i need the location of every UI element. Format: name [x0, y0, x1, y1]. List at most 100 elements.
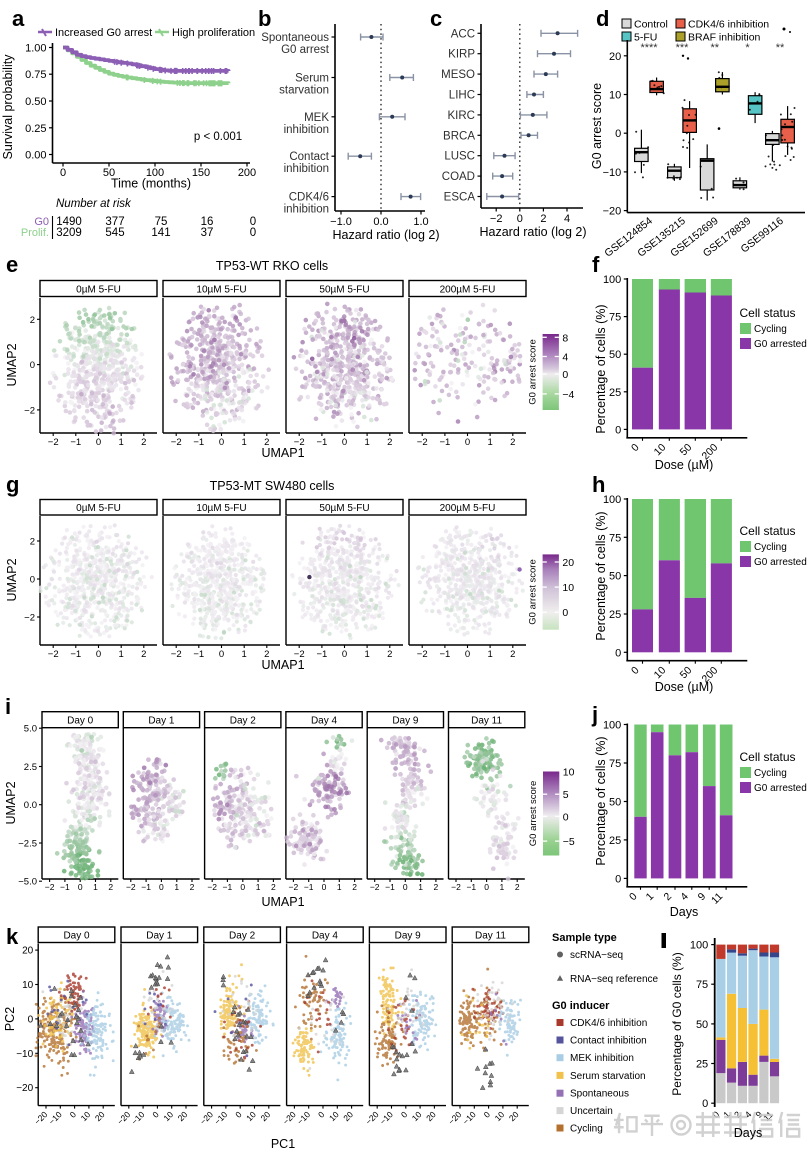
- svg-text:−2: −2: [370, 882, 380, 892]
- svg-text:20: 20: [22, 946, 34, 957]
- svg-text:5.0: 5.0: [24, 724, 37, 735]
- svg-text:0: 0: [615, 647, 621, 659]
- svg-text:G0: G0: [34, 216, 49, 228]
- svg-text:Serum: Serum: [295, 73, 329, 85]
- svg-text:**: **: [776, 42, 785, 54]
- svg-text:0.0: 0.0: [373, 216, 388, 228]
- svg-text:Day 1: Day 1: [146, 930, 173, 941]
- svg-text:50µM 5-FU: 50µM 5-FU: [319, 503, 369, 514]
- svg-text:−20: −20: [16, 1083, 33, 1094]
- svg-text:−2.5: −2.5: [18, 839, 37, 850]
- svg-text:CDK4/6 inhibition: CDK4/6 inhibition: [570, 1018, 647, 1029]
- svg-text:RNA−seq reference: RNA−seq reference: [570, 974, 659, 985]
- svg-text:KIRP: KIRP: [448, 49, 475, 61]
- svg-text:0: 0: [562, 369, 568, 381]
- svg-text:−1: −1: [316, 649, 327, 660]
- svg-text:1: 1: [418, 882, 423, 892]
- svg-text:4: 4: [562, 352, 568, 364]
- svg-text:Survival probability: Survival probability: [1, 54, 15, 160]
- svg-text:0: 0: [240, 882, 245, 892]
- svg-text:Day 0: Day 0: [63, 930, 90, 941]
- svg-text:0: 0: [30, 360, 35, 371]
- svg-text:0: 0: [711, 1109, 722, 1120]
- svg-text:g: g: [6, 472, 19, 497]
- svg-text:0.0: 0.0: [24, 800, 37, 811]
- svg-text:1: 1: [242, 649, 247, 660]
- svg-text:Day 9: Day 9: [392, 716, 419, 727]
- svg-text:0: 0: [30, 575, 35, 586]
- svg-text:***: ***: [676, 42, 690, 54]
- svg-text:75: 75: [609, 758, 621, 770]
- svg-text:UMAP2: UMAP2: [5, 343, 19, 386]
- svg-text:25: 25: [609, 387, 621, 399]
- svg-text:Sample type: Sample type: [552, 932, 617, 944]
- svg-text:0: 0: [465, 437, 470, 448]
- svg-text:2: 2: [515, 882, 520, 892]
- svg-text:37: 37: [201, 227, 214, 239]
- svg-text:−2: −2: [171, 437, 182, 448]
- svg-text:0: 0: [96, 649, 101, 660]
- svg-text:ACC: ACC: [451, 28, 475, 40]
- svg-text:Percentage of G0 cells (%): Percentage of G0 cells (%): [670, 952, 684, 1095]
- svg-text:4: 4: [564, 213, 570, 225]
- svg-text:*: *: [745, 42, 750, 54]
- svg-text:10: 10: [562, 582, 574, 594]
- svg-text:2: 2: [510, 649, 515, 660]
- svg-text:0: 0: [342, 437, 347, 448]
- svg-text:0µM 5-FU: 0µM 5-FU: [76, 503, 121, 514]
- svg-text:−1: −1: [141, 882, 151, 892]
- svg-text:G0 arrested: G0 arrested: [754, 339, 807, 350]
- svg-text:Day 11: Day 11: [475, 930, 506, 941]
- svg-text:0: 0: [482, 1109, 493, 1120]
- svg-text:10: 10: [563, 767, 575, 779]
- svg-text:0: 0: [517, 213, 523, 225]
- svg-text:1: 1: [174, 882, 179, 892]
- svg-text:Cycling: Cycling: [754, 768, 787, 779]
- svg-text:1: 1: [119, 649, 124, 660]
- svg-text:2: 2: [30, 537, 35, 548]
- svg-text:2: 2: [264, 437, 269, 448]
- svg-text:20: 20: [609, 51, 621, 63]
- svg-text:b: b: [258, 6, 271, 31]
- svg-text:Cell status: Cell status: [740, 306, 796, 320]
- svg-text:Spontaneous: Spontaneous: [261, 32, 329, 44]
- svg-text:−1: −1: [466, 882, 476, 892]
- svg-text:TP53-MT SW480 cells: TP53-MT SW480 cells: [210, 479, 335, 493]
- svg-text:−1: −1: [70, 437, 81, 448]
- svg-text:LUSC: LUSC: [444, 151, 475, 163]
- svg-text:10µM 5-FU: 10µM 5-FU: [196, 503, 246, 514]
- svg-text:Day 2: Day 2: [230, 716, 257, 727]
- svg-text:0: 0: [96, 437, 101, 448]
- svg-text:MEK: MEK: [304, 112, 329, 124]
- svg-text:8: 8: [562, 332, 568, 344]
- svg-text:Day 4: Day 4: [312, 930, 339, 941]
- svg-text:Contact: Contact: [289, 151, 329, 163]
- svg-text:CDK4/6: CDK4/6: [289, 192, 329, 204]
- svg-text:G0 arrest score: G0 arrest score: [590, 83, 604, 169]
- svg-text:0: 0: [159, 882, 164, 892]
- svg-text:1: 1: [487, 437, 492, 448]
- svg-text:−2: −2: [289, 882, 299, 892]
- svg-text:2: 2: [510, 437, 515, 448]
- svg-text:−10: −10: [603, 167, 622, 179]
- svg-text:1490: 1490: [56, 216, 82, 228]
- svg-text:BRCA: BRCA: [443, 130, 475, 142]
- svg-text:0.00: 0.00: [25, 150, 46, 162]
- svg-text:Day 11: Day 11: [471, 716, 502, 727]
- svg-text:Day 4: Day 4: [311, 716, 338, 727]
- svg-text:**: **: [711, 42, 720, 54]
- svg-text:UMAP1: UMAP1: [261, 895, 304, 909]
- svg-text:Dose (µM): Dose (µM): [655, 458, 714, 472]
- svg-text:100: 100: [603, 720, 621, 732]
- svg-text:−20: −20: [603, 206, 622, 218]
- svg-text:−10: −10: [16, 1049, 33, 1060]
- svg-text:0: 0: [399, 1109, 410, 1120]
- svg-text:0.25: 0.25: [25, 123, 46, 135]
- svg-text:Uncertain: Uncertain: [570, 1106, 613, 1117]
- svg-text:c: c: [430, 6, 442, 31]
- svg-text:−1: −1: [385, 882, 395, 892]
- svg-text:Cell status: Cell status: [740, 524, 796, 538]
- svg-text:−2: −2: [24, 613, 35, 624]
- svg-text:MEK inhibition: MEK inhibition: [570, 1053, 634, 1064]
- svg-text:1: 1: [337, 882, 342, 892]
